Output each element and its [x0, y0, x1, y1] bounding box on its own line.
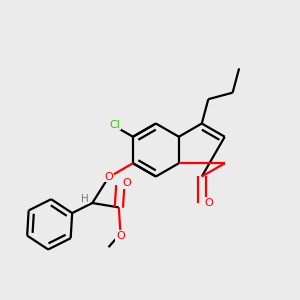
Text: H: H — [81, 194, 89, 204]
Text: O: O — [122, 178, 131, 188]
Text: O: O — [104, 172, 113, 182]
Text: Cl: Cl — [110, 120, 120, 130]
Text: O: O — [205, 198, 214, 208]
Text: O: O — [116, 231, 125, 241]
